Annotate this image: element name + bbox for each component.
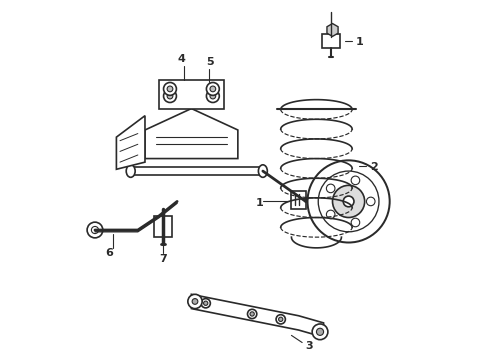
Circle shape	[326, 210, 335, 219]
Circle shape	[343, 196, 354, 207]
Circle shape	[279, 317, 283, 321]
Polygon shape	[145, 109, 238, 158]
Polygon shape	[159, 80, 223, 109]
Circle shape	[333, 185, 365, 217]
Circle shape	[250, 312, 254, 316]
Circle shape	[210, 86, 216, 92]
Circle shape	[201, 298, 210, 308]
Polygon shape	[117, 116, 145, 169]
Circle shape	[318, 171, 379, 232]
Text: 5: 5	[206, 57, 213, 67]
Circle shape	[167, 93, 173, 99]
Circle shape	[192, 298, 198, 304]
Circle shape	[92, 226, 98, 234]
Circle shape	[351, 218, 360, 227]
Circle shape	[164, 90, 176, 103]
Circle shape	[206, 90, 220, 103]
Circle shape	[164, 82, 176, 95]
Text: 1: 1	[256, 198, 264, 208]
Circle shape	[247, 309, 257, 319]
Circle shape	[308, 160, 390, 243]
Circle shape	[87, 222, 103, 238]
Circle shape	[203, 301, 208, 305]
Text: 6: 6	[106, 248, 114, 258]
Circle shape	[206, 82, 220, 95]
Polygon shape	[192, 294, 323, 337]
Circle shape	[351, 176, 360, 185]
Ellipse shape	[126, 165, 135, 177]
Circle shape	[317, 328, 323, 336]
Text: 7: 7	[159, 253, 167, 264]
Circle shape	[367, 197, 375, 206]
Circle shape	[167, 86, 173, 92]
Text: 4: 4	[177, 54, 185, 64]
Polygon shape	[292, 191, 306, 208]
Circle shape	[312, 324, 328, 340]
Text: 1: 1	[356, 37, 364, 48]
Circle shape	[326, 184, 335, 193]
Text: 3: 3	[306, 341, 313, 351]
Polygon shape	[327, 23, 338, 36]
Circle shape	[210, 93, 216, 99]
Circle shape	[188, 294, 202, 309]
FancyBboxPatch shape	[322, 33, 340, 48]
Text: 2: 2	[370, 162, 378, 172]
Circle shape	[276, 315, 285, 324]
FancyBboxPatch shape	[154, 216, 172, 237]
Polygon shape	[131, 167, 263, 175]
Ellipse shape	[258, 165, 268, 177]
